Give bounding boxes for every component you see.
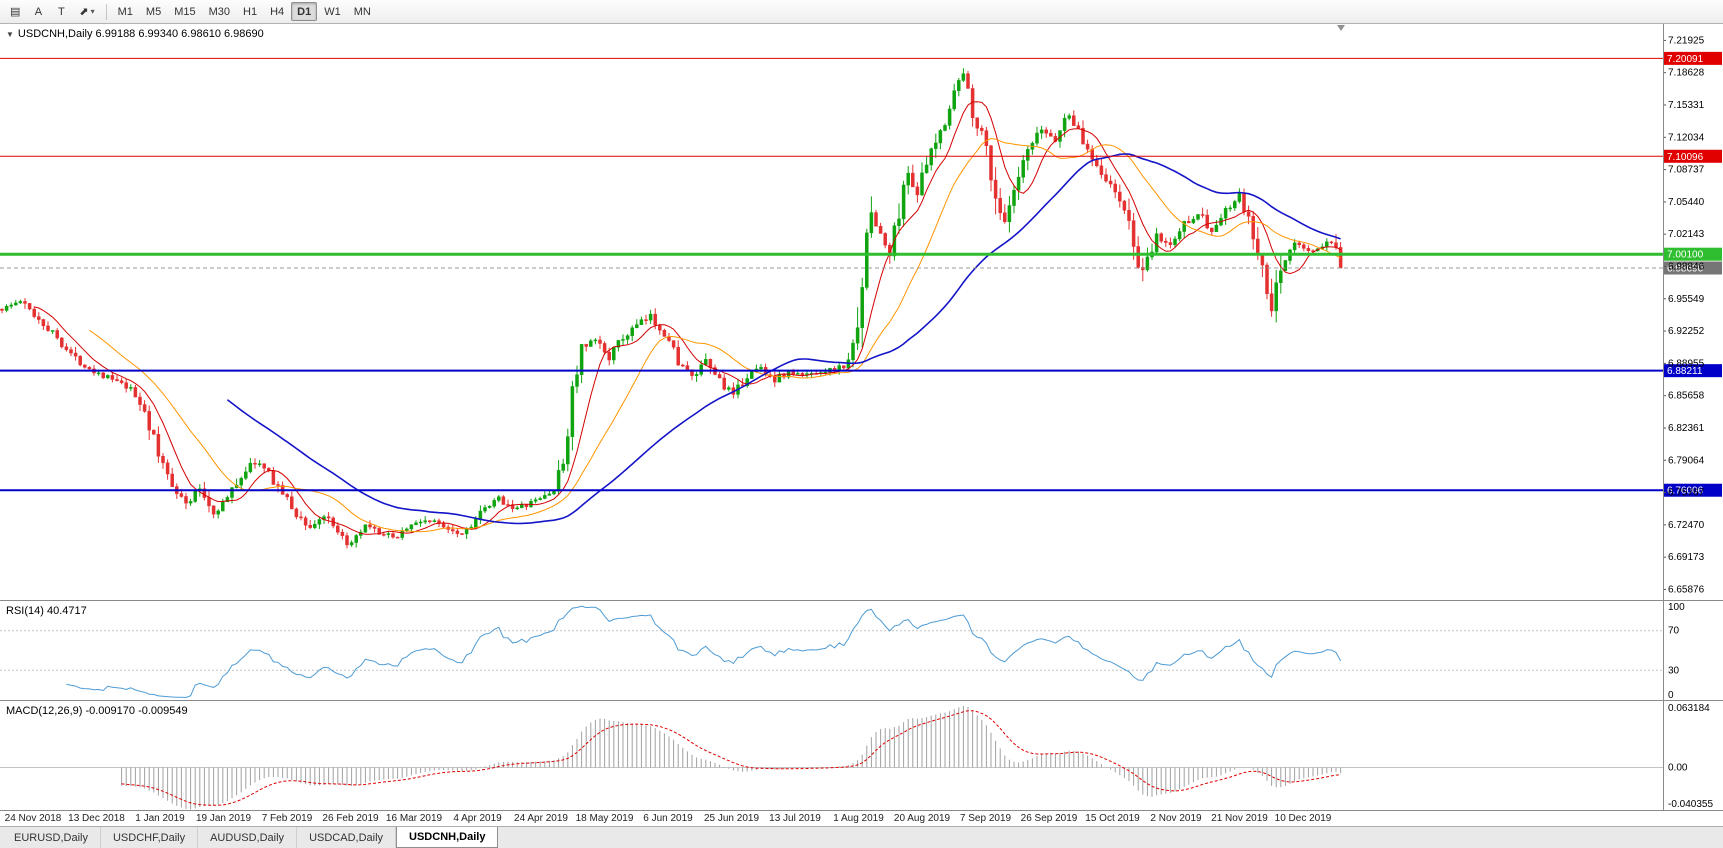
drawing-tools-icon[interactable]: ⬈ ▾ <box>73 2 100 21</box>
templates-glyph: ▤ <box>10 6 21 18</box>
time-axis-label: 26 Sep 2019 <box>1020 813 1078 824</box>
time-axis-label: 6 Jun 2019 <box>643 813 693 824</box>
templates-icon[interactable]: ▤ <box>4 2 26 21</box>
rsi-indicator-label: RSI(14) 40.4717 <box>6 605 87 617</box>
svg-text:6.65876: 6.65876 <box>1668 584 1705 595</box>
svg-text:6.76006: 6.76006 <box>1667 486 1704 497</box>
svg-text:6.79064: 6.79064 <box>1668 455 1705 466</box>
top-toolbar: ▤ A T ⬈ ▾ M1 M5 M15 M30 H1 H4 D1 W1 MN <box>0 0 1723 24</box>
svg-text:7.02143: 7.02143 <box>1668 229 1705 240</box>
svg-text:6.95549: 6.95549 <box>1668 294 1705 305</box>
time-axis-label: 24 Nov 2018 <box>4 813 62 824</box>
timeframe-m30-button[interactable]: M30 <box>208 5 231 18</box>
svg-text:6.85658: 6.85658 <box>1668 391 1705 402</box>
timeframe-m1-button[interactable]: M1 <box>117 5 133 18</box>
svg-text:7.08737: 7.08737 <box>1668 165 1705 176</box>
timeframe-h1-button[interactable]: H1 <box>243 5 258 18</box>
time-axis-label: 18 May 2019 <box>575 813 634 824</box>
svg-text:6.98846: 6.98846 <box>1668 261 1705 272</box>
svg-text:0: 0 <box>1668 690 1674 701</box>
svg-text:7.00100: 7.00100 <box>1667 250 1704 261</box>
time-axis-label: 19 Jan 2019 <box>195 813 252 824</box>
time-axis-label: 2 Nov 2019 <box>1150 813 1202 824</box>
toolbar-separator <box>105 3 107 20</box>
svg-text:7.20091: 7.20091 <box>1667 54 1704 65</box>
svg-text:70: 70 <box>1668 626 1680 637</box>
text-glyph: T <box>58 5 65 18</box>
svg-text:6.88211: 6.88211 <box>1667 366 1703 377</box>
timeframe-h4-button[interactable]: H4 <box>270 5 285 18</box>
time-axis-label: 21 Nov 2019 <box>1211 813 1268 824</box>
timeframe-mn-button[interactable]: MN <box>353 5 371 18</box>
time-axis-label: 1 Aug 2019 <box>833 813 884 824</box>
chart-window: 7.20091 7.10096 7.00100 6.98690 6.88211 6.760… <box>0 24 1723 810</box>
price-axis[interactable] <box>1663 24 1723 810</box>
chart-title[interactable]: ▼ USDCNH,Daily 6.99188 6.99340 6.98610 6.… <box>6 28 264 40</box>
time-axis-label: 13 Jul 2019 <box>769 813 821 824</box>
svg-text:6.82361: 6.82361 <box>1668 423 1705 434</box>
time-axis-label: 25 Jun 2019 <box>703 813 760 824</box>
time-axis-label: 4 Apr 2019 <box>453 813 502 824</box>
time-axis-label: 20 Aug 2019 <box>893 813 951 824</box>
svg-text:-0.040355: -0.040355 <box>1668 799 1713 810</box>
tab-eurusd[interactable]: EURUSD,Daily <box>2 827 101 848</box>
svg-text:6.98690: 6.98690 <box>1667 264 1704 275</box>
time-axis-label: 24 Apr 2019 <box>514 813 568 824</box>
drawing-glyph: ⬈ <box>79 6 89 18</box>
time-axis-label: 1 Jan 2019 <box>135 813 185 824</box>
chart-canvas[interactable]: 7.20091 7.10096 7.00100 6.98690 6.88211 6.760… <box>0 24 1723 810</box>
tab-usdchf[interactable]: USDCHF,Daily <box>101 827 199 848</box>
timeframe-d1-button[interactable]: D1 <box>291 2 318 21</box>
collapse-triangle-icon: ▼ <box>6 30 14 39</box>
arrow-tool-icon[interactable]: A <box>27 2 49 21</box>
time-axis-label: 13 Dec 2018 <box>68 813 125 824</box>
macd-indicator-label: MACD(12,26,9) -0.009170 -0.009549 <box>6 705 188 717</box>
svg-text:0.063184: 0.063184 <box>1668 703 1710 714</box>
time-axis-label: 16 Mar 2019 <box>385 813 443 824</box>
tab-usdcad[interactable]: USDCAD,Daily <box>297 827 397 848</box>
timeframe-m5-button[interactable]: M5 <box>145 5 162 18</box>
svg-text:100: 100 <box>1668 602 1685 613</box>
svg-text:7.05440: 7.05440 <box>1668 197 1705 208</box>
text-tool-icon[interactable]: T <box>50 2 72 21</box>
svg-text:6.69173: 6.69173 <box>1668 552 1705 563</box>
svg-text:30: 30 <box>1668 665 1680 676</box>
tab-audusd[interactable]: AUDUSD,Daily <box>198 827 298 848</box>
svg-text:7.21925: 7.21925 <box>1668 35 1705 46</box>
chart-tabbar: EURUSD,Daily USDCHF,Daily AUDUSD,Daily U… <box>0 826 1723 848</box>
time-axis-label: 7 Sep 2019 <box>959 813 1012 824</box>
svg-text:6.88955: 6.88955 <box>1668 358 1705 369</box>
chart-title-text: USDCNH,Daily 6.99188 6.99340 6.98610 6.9… <box>17 28 264 40</box>
timeframe-w1-button[interactable]: W1 <box>324 5 341 18</box>
svg-text:7.10096: 7.10096 <box>1667 152 1704 163</box>
svg-text:7.15331: 7.15331 <box>1668 100 1705 111</box>
svg-text:0.00: 0.00 <box>1668 763 1688 774</box>
svg-text:6.72470: 6.72470 <box>1668 520 1705 531</box>
time-axis-label: 26 Feb 2019 <box>322 813 379 824</box>
svg-text:7.12034: 7.12034 <box>1668 132 1705 143</box>
timeframe-m15-button[interactable]: M15 <box>174 5 196 18</box>
chevron-down-icon: ▾ <box>90 7 95 16</box>
svg-text:6.92252: 6.92252 <box>1668 326 1705 337</box>
time-axis-label: 10 Dec 2019 <box>1274 813 1332 824</box>
svg-text:7.18628: 7.18628 <box>1668 68 1705 79</box>
svg-text:6.75767: 6.75767 <box>1668 488 1705 499</box>
time-axis-label: 15 Oct 2019 <box>1085 813 1140 824</box>
time-axis[interactable]: 24 Nov 2018 13 Dec 2018 1 Jan 2019 19 Jan 2… <box>0 810 1723 826</box>
time-axis-label: 7 Feb 2019 <box>261 813 313 824</box>
tab-usdcnh[interactable]: USDCNH,Daily <box>396 827 499 848</box>
arrow-glyph: A <box>34 5 43 18</box>
